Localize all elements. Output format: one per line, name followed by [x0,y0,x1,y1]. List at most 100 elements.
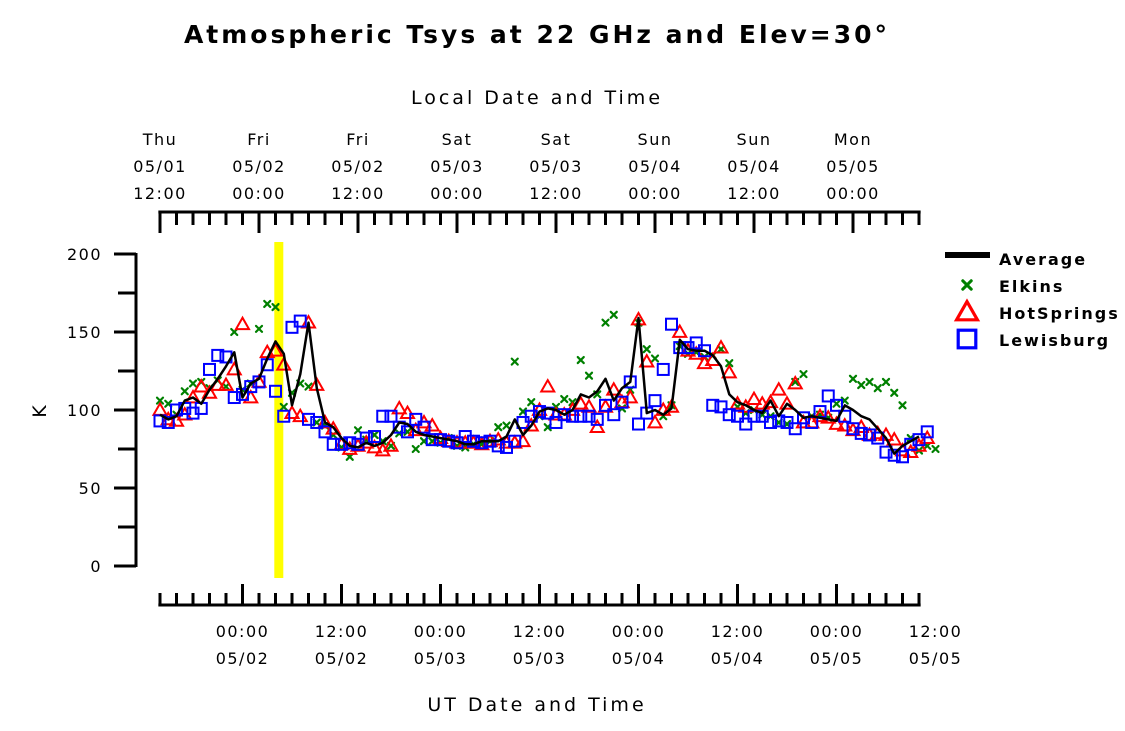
hotsprings-point [811,407,829,423]
lewisburg-point [557,408,571,422]
top-tick-label: Sun [638,130,673,149]
lewisburg-point [269,384,282,398]
top-tick-label: 05/02 [331,157,385,176]
bottom-tick-label: 12:00 [909,622,963,641]
elkins-point [263,299,272,309]
y-tick-label: 150 [67,323,102,342]
y-tick-label: 100 [67,401,102,420]
top-tick-label: 12:00 [727,184,781,203]
elkins-point [799,370,808,379]
y-tick-label: 200 [67,245,102,264]
bottom-tick-label: 05/03 [414,649,468,668]
elkins-point [188,379,198,388]
bottom-tick-label: 05/02 [216,649,270,668]
top-axis-title: Local Date and Time [411,87,663,109]
bottom-tick-label: 12:00 [315,622,369,641]
lewisburg-point [615,395,629,409]
top-tick-label: Fri [346,130,370,149]
lewisburg-point [706,398,720,412]
elkins-point [180,387,189,396]
hotsprings-point [366,438,383,454]
top-tick-label: Sat [442,130,473,149]
elkins-point [609,310,618,319]
top-tick-label: 05/03 [529,157,583,176]
bottom-tick-label: 00:00 [612,622,666,641]
bottom-tick-label: 00:00 [414,622,468,641]
lewisburg-point [764,415,777,429]
hotsprings-point [234,315,251,331]
hotsprings-point [762,393,779,409]
lewisburg-point [508,434,522,448]
lewisburg-point [722,408,736,422]
lewisburg-point [236,387,249,401]
lewisburg-point [863,428,876,442]
bottom-tick-label: 05/04 [612,649,666,668]
top-tick-label: 00:00 [628,184,682,203]
lewisburg-point [714,400,728,414]
lewisburg-point [318,425,332,439]
elkins-point [279,402,288,411]
elkins-point [527,398,536,407]
elkins-point [931,444,940,454]
hotsprings-point [589,418,606,434]
lewisburg-point [227,391,241,405]
top-tick-label: 12:00 [133,184,187,203]
legend-swatch-elkins [961,279,973,291]
bottom-tick-label: 05/04 [711,649,765,668]
lewisburg-point [920,425,934,439]
lewisburg-point [590,412,604,426]
hotsprings-point [721,364,738,379]
chart-title: Atmospheric Tsys at 22 GHz and Elev=30° [184,20,890,49]
hotsprings-point [638,353,655,368]
hotsprings-point [275,356,292,371]
elkins-point [873,384,882,393]
top-tick-label: 12:00 [529,184,583,203]
lewisburg-point [632,417,645,431]
lewisburg-point [310,415,324,429]
hotsprings-point [663,398,680,413]
legend-label-average: Average [999,250,1087,269]
hotsprings-point [151,401,169,416]
elkins-point [155,396,165,405]
top-tick-label: 05/04 [628,157,682,176]
bottom-tick-label: 12:00 [711,622,765,641]
elkins-point [560,394,569,404]
hotsprings-point [745,390,763,405]
hotsprings-point [787,374,804,390]
elkins-point [271,302,280,312]
top-tick-label: Mon [834,130,872,149]
lewisburg-point [582,409,596,423]
hotsprings-point [382,437,400,452]
lewisburg-point [656,362,670,376]
legend-label-hotsprings: HotSprings [999,304,1120,323]
series-line-average [159,316,920,455]
elkins-point [510,357,519,366]
elkins-point [898,401,907,410]
lewisburg-point [821,389,835,403]
hotsprings-point [539,378,556,393]
top-tick-label: Thu [142,130,178,149]
top-tick-label: 05/05 [826,157,880,176]
x-axis-title: UT Date and Time [427,694,646,716]
lewisburg-point [384,409,398,423]
hotsprings-point [193,378,210,393]
elkins-point [502,421,511,430]
hotsprings-point [580,398,598,413]
hotsprings-point [828,415,845,430]
hotsprings-point [886,431,903,446]
lewisburg-point [788,422,802,436]
elkins-point [857,380,866,390]
top-tick-label: 12:00 [331,184,385,203]
hotsprings-point [778,395,796,410]
top-tick-label: Sat [541,130,572,149]
elkins-point [865,377,874,387]
hotsprings-point [671,323,688,338]
top-tick-label: 00:00 [232,184,286,203]
lewisburg-point [343,436,357,450]
hotsprings-point [646,413,664,429]
lewisburg-point [302,412,315,426]
lewisburg-point [409,412,423,426]
elkins-point [494,423,503,432]
lewisburg-point [549,415,563,429]
